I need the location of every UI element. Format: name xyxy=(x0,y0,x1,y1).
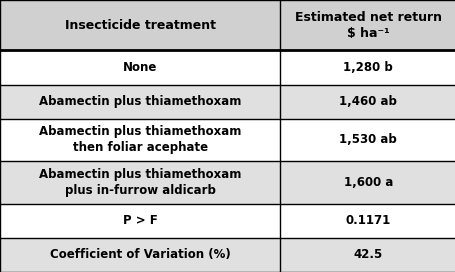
Bar xyxy=(280,204,455,238)
Text: 1,530 ab: 1,530 ab xyxy=(339,133,396,146)
Text: Estimated net return
$ ha⁻¹: Estimated net return $ ha⁻¹ xyxy=(294,11,441,40)
Bar xyxy=(0,119,280,161)
Bar xyxy=(280,85,455,119)
Bar xyxy=(280,0,455,51)
Text: Coefficient of Variation (%): Coefficient of Variation (%) xyxy=(50,249,230,261)
Text: Abamectin plus thiamethoxam: Abamectin plus thiamethoxam xyxy=(39,95,241,108)
Text: None: None xyxy=(123,61,157,74)
Bar xyxy=(280,51,455,85)
Bar xyxy=(0,161,280,204)
Text: 1,600 a: 1,600 a xyxy=(343,176,392,189)
Bar xyxy=(280,119,455,161)
Text: Abamectin plus thiamethoxam
then foliar acephate: Abamectin plus thiamethoxam then foliar … xyxy=(39,125,241,154)
Bar xyxy=(0,51,280,85)
Text: 42.5: 42.5 xyxy=(353,249,382,261)
Text: 1,280 b: 1,280 b xyxy=(343,61,392,74)
Text: 1,460 ab: 1,460 ab xyxy=(339,95,396,108)
Bar xyxy=(0,85,280,119)
Bar xyxy=(0,204,280,238)
Bar xyxy=(280,238,455,272)
Bar xyxy=(0,238,280,272)
Text: 0.1171: 0.1171 xyxy=(345,214,390,227)
Text: P > F: P > F xyxy=(122,214,157,227)
Text: Insecticide treatment: Insecticide treatment xyxy=(65,19,215,32)
Text: Abamectin plus thiamethoxam
plus in-furrow aldicarb: Abamectin plus thiamethoxam plus in-furr… xyxy=(39,168,241,197)
Bar xyxy=(0,0,280,51)
Bar xyxy=(280,161,455,204)
